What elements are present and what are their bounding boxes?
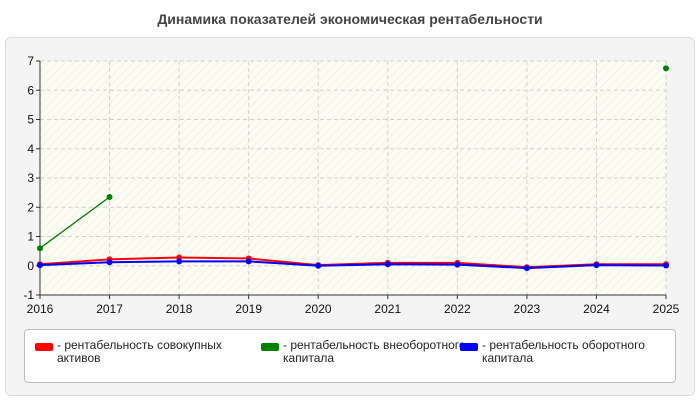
x-tick-label: 2018 [166,302,193,316]
x-tick-label: 2020 [305,302,332,316]
x-tick-labels: 2016 2017 2018 2019 2020 2021 2022 2023 2024 2025 [27,302,680,316]
y-tick-labels: -1 0 1 2 3 4 5 6 7 [23,54,34,302]
y-tick-label: -1 [23,288,34,302]
legend-swatch-blue [460,343,478,351]
legend-label: - рентабельность совокупных активов [57,338,222,365]
series-2 [37,258,669,272]
x-tick-label: 2021 [374,302,401,316]
x-tick-label: 2016 [27,302,54,316]
x-tick-label: 2017 [96,302,123,316]
y-tick-label: 6 [27,83,34,97]
data-point[interactable] [593,262,600,269]
legend-swatch-red [35,343,53,351]
x-tick-label: 2024 [583,302,610,316]
data-point[interactable] [37,262,43,269]
data-point[interactable] [245,258,252,265]
data-point[interactable] [663,262,669,269]
y-tick-label: 4 [27,142,34,156]
data-point[interactable] [106,194,113,201]
data-point[interactable] [663,65,669,72]
data-point[interactable] [454,261,461,268]
data-point[interactable] [37,245,43,252]
y-tick-label: 7 [27,54,34,68]
series-line [39,260,667,270]
chart-title: Динамика показателей экономическая рента… [157,11,543,27]
y-tick-label: 5 [27,113,34,127]
data-point[interactable] [315,262,322,269]
data-point[interactable] [384,261,391,268]
x-tick-label: 2025 [653,302,680,316]
y-tick-label: 2 [27,200,34,214]
legend-label: - рентабельность оборотного капитала [482,338,645,365]
data-point[interactable] [523,265,530,272]
y-tick-label: 1 [27,230,34,244]
x-tick-label: 2023 [514,302,541,316]
data-series [37,65,669,272]
data-point[interactable] [106,259,113,266]
legend: - рентабельность совокупных активов - ре… [24,329,676,383]
grid-lines [39,60,667,296]
x-tick-label: 2022 [444,302,471,316]
series-line [39,196,110,249]
data-point[interactable] [176,258,183,265]
axes [36,60,667,299]
y-tick-label: 3 [27,171,34,185]
legend-label: - рентабельность внеоборотного капитала [283,338,466,365]
y-tick-label: 0 [27,259,34,273]
series-1 [37,65,669,252]
legend-swatch-green [261,343,279,351]
x-tick-label: 2019 [235,302,262,316]
